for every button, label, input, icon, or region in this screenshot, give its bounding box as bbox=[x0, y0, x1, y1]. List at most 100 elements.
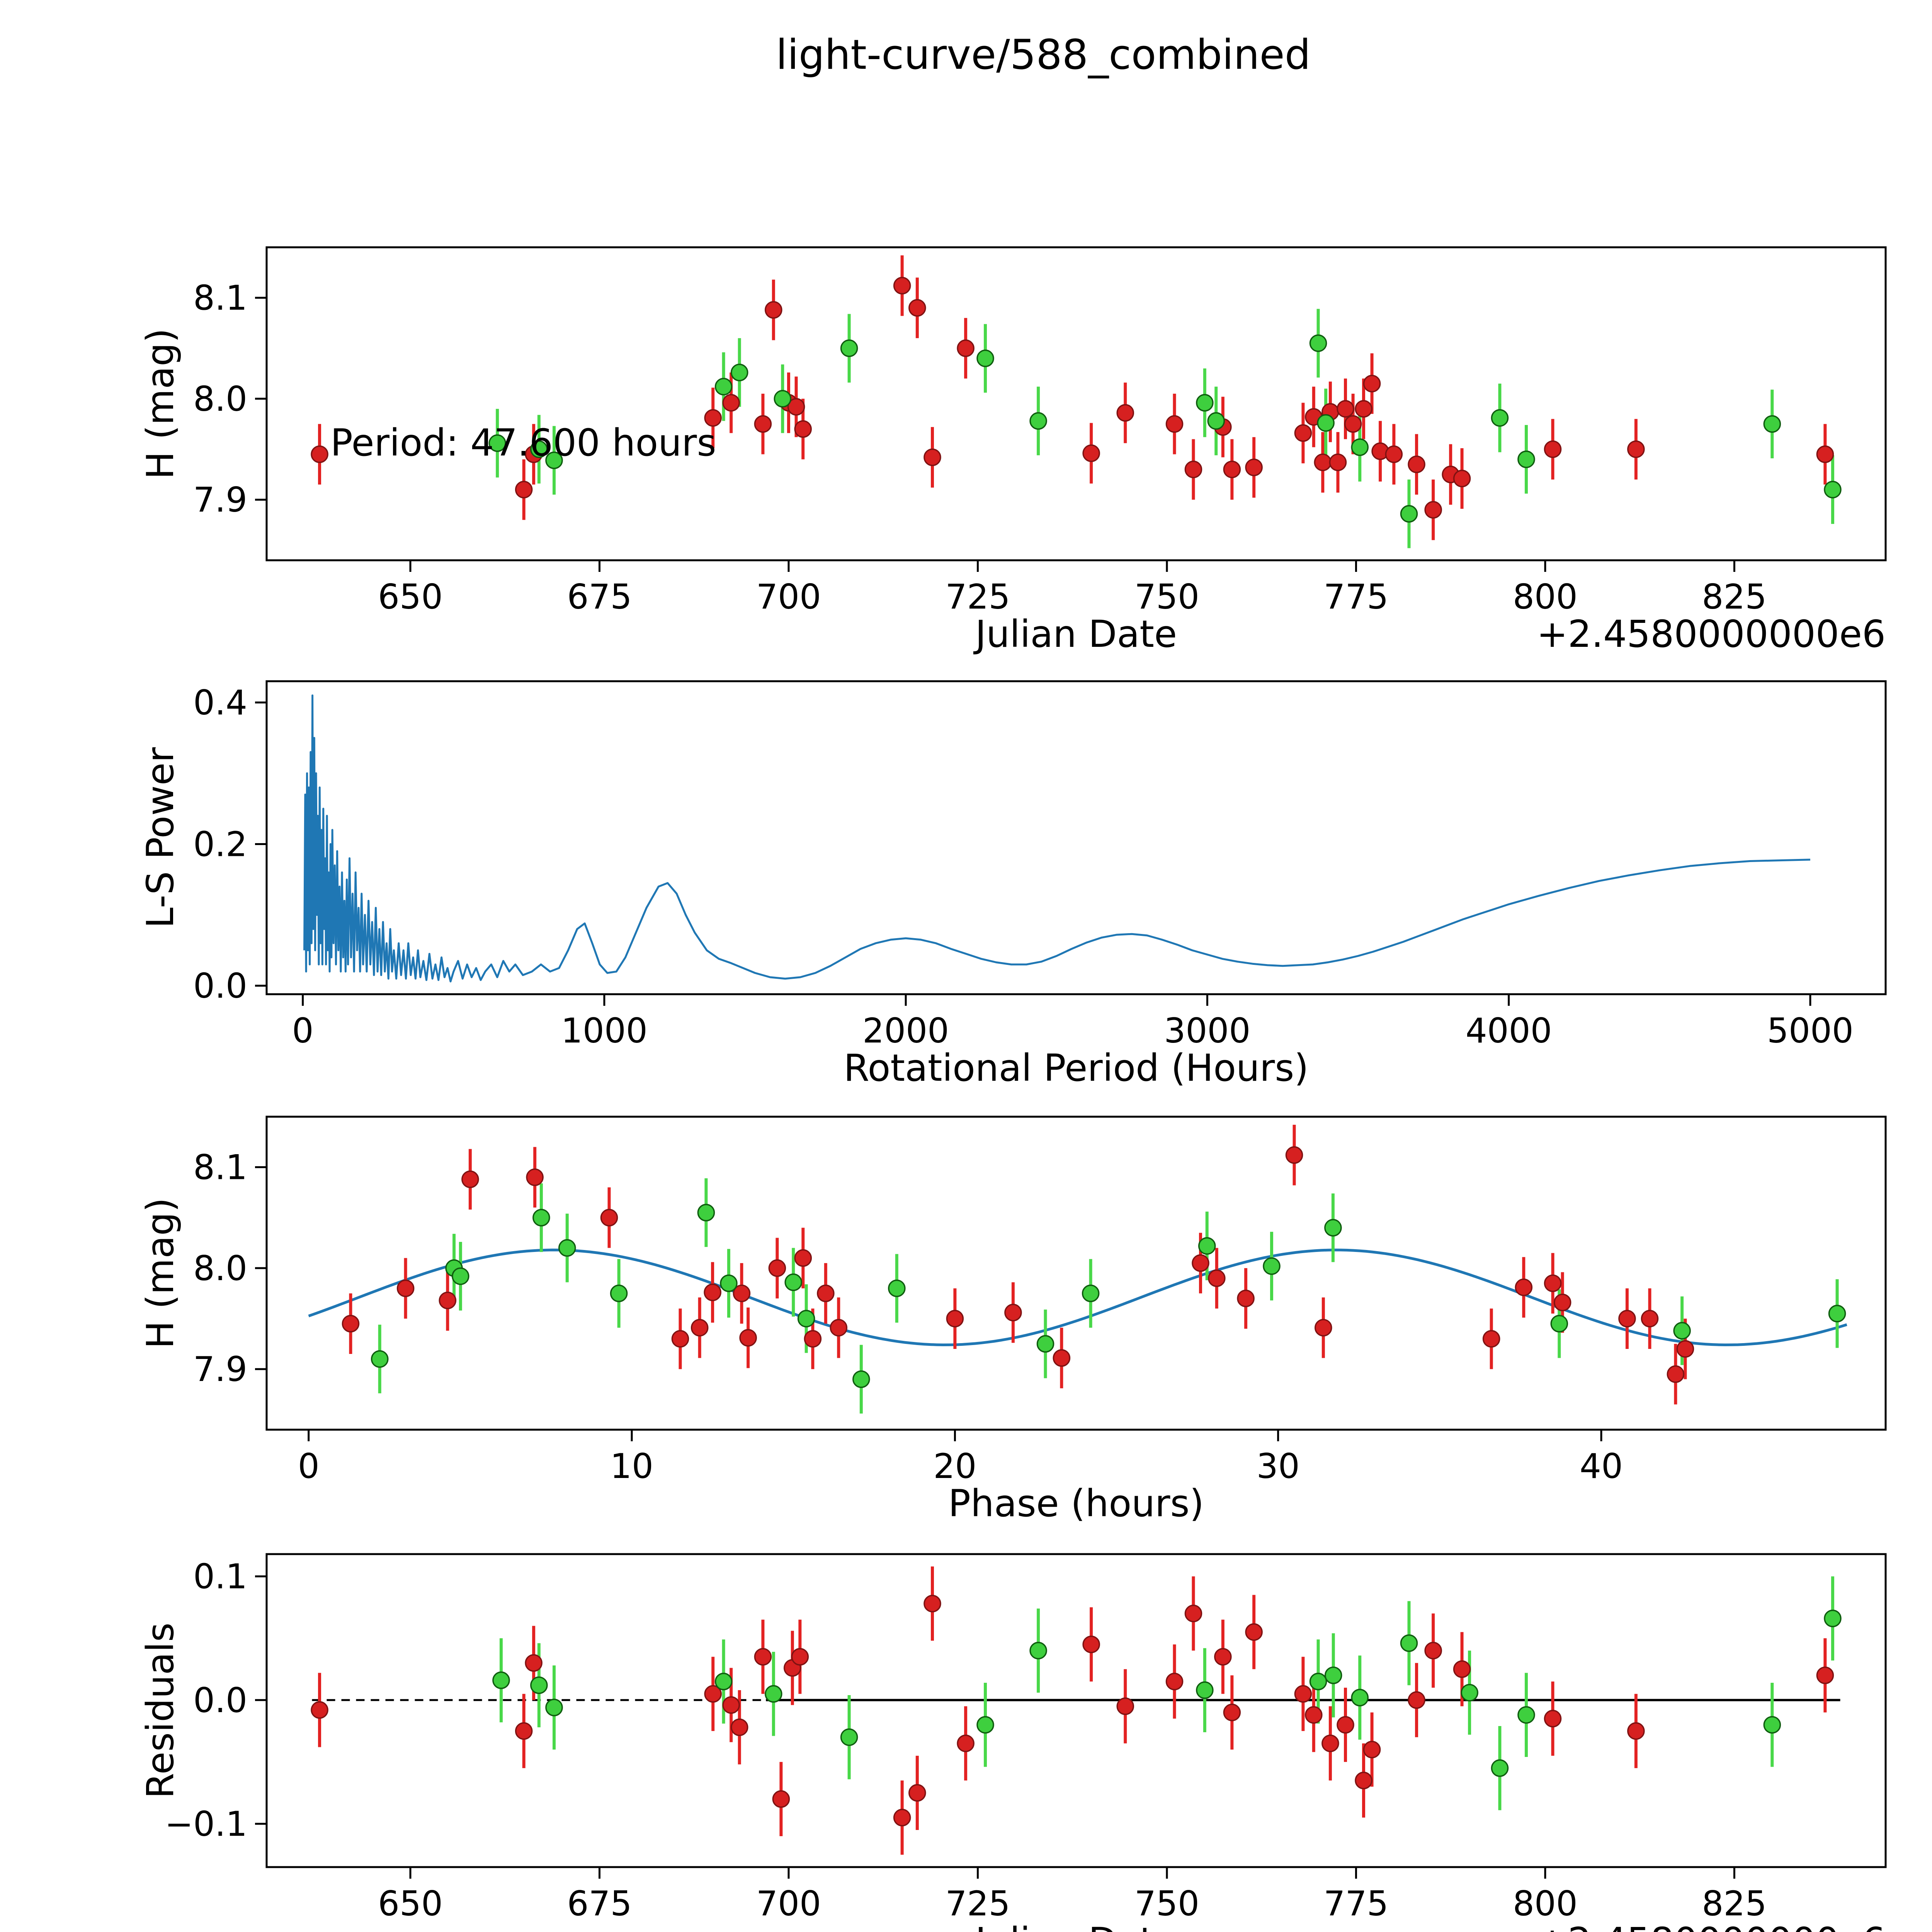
data-point-red bbox=[515, 481, 533, 498]
data-point-red bbox=[1515, 1278, 1533, 1296]
data-point-green bbox=[697, 1204, 715, 1221]
xlabel-residuals: Julian Date bbox=[975, 1920, 1177, 1932]
data-point-red bbox=[1315, 1319, 1332, 1337]
y-tick-label: 0.0 bbox=[193, 1680, 247, 1720]
ylabel-phase: H (mag) bbox=[139, 1197, 182, 1349]
data-point-green bbox=[1029, 412, 1047, 430]
data-point-red bbox=[1816, 1667, 1834, 1684]
data-point-red bbox=[791, 1648, 809, 1666]
data-point-red bbox=[1184, 461, 1202, 478]
data-point-green bbox=[1324, 1667, 1342, 1684]
period-annotation: Period: 47.600 hours bbox=[330, 421, 716, 464]
y-tick-label: 8.1 bbox=[193, 278, 247, 318]
x-tick-label: 825 bbox=[1702, 577, 1767, 617]
y-tick-label: 0.0 bbox=[193, 966, 247, 1006]
data-point-red bbox=[768, 1259, 786, 1277]
data-point-red bbox=[704, 409, 722, 427]
data-point-red bbox=[1363, 1741, 1381, 1759]
data-point-red bbox=[1192, 1254, 1209, 1272]
data-point-red bbox=[690, 1319, 709, 1337]
y-tick-label: 0.1 bbox=[193, 1557, 247, 1597]
data-point-green bbox=[532, 1209, 550, 1227]
data-point-red bbox=[908, 1784, 926, 1802]
data-point-red bbox=[730, 1718, 748, 1736]
data-point-green bbox=[720, 1274, 738, 1292]
x-tick-label: 700 bbox=[756, 1884, 821, 1923]
axes-frame bbox=[265, 680, 1887, 995]
data-point-red bbox=[1165, 415, 1184, 433]
ylabel-lightcurve: H (mag) bbox=[139, 328, 182, 480]
data-point-red bbox=[739, 1329, 757, 1347]
data-point-green bbox=[1207, 412, 1225, 430]
data-point-red bbox=[1184, 1604, 1202, 1622]
data-point-red bbox=[1053, 1349, 1071, 1367]
x-offset-residuals: +2.4580000000e6 bbox=[1537, 1920, 1886, 1932]
data-point-red bbox=[804, 1330, 822, 1348]
data-point-red bbox=[1553, 1294, 1571, 1311]
data-point-green bbox=[714, 1673, 733, 1690]
x-offset-lightcurve: +2.4580000000e6 bbox=[1537, 612, 1886, 656]
x-tick-label: 800 bbox=[1513, 1884, 1578, 1923]
x-tick-label: 5000 bbox=[1767, 1011, 1854, 1051]
data-point-red bbox=[1424, 501, 1442, 519]
data-point-green bbox=[1461, 1684, 1478, 1702]
data-point-green bbox=[1824, 1609, 1842, 1628]
x-tick-label: 750 bbox=[1134, 577, 1199, 617]
y-tick-label: 0.4 bbox=[193, 683, 247, 723]
data-point-green bbox=[1198, 1237, 1216, 1255]
x-tick-label: 10 bbox=[610, 1446, 653, 1486]
data-point-red bbox=[1641, 1310, 1659, 1328]
data-point-red bbox=[1355, 1772, 1372, 1789]
axes-frame bbox=[265, 1116, 1887, 1431]
data-point-red bbox=[1321, 1735, 1339, 1752]
ylabel-periodogram: L-S Power bbox=[139, 747, 182, 929]
axes-frame bbox=[265, 246, 1887, 561]
x-tick-label: 0 bbox=[292, 1011, 314, 1051]
data-point-red bbox=[1208, 1269, 1226, 1287]
data-point-green bbox=[765, 1685, 782, 1703]
x-tick-label: 725 bbox=[945, 1884, 1010, 1923]
data-point-red bbox=[1294, 1685, 1312, 1703]
panel-phase-fold: 0 10 20 30 40 7.9 8.0 8.1 bbox=[193, 1116, 1887, 1486]
data-point-green bbox=[1673, 1322, 1691, 1340]
x-tick-label: 700 bbox=[756, 577, 821, 617]
data-point-red bbox=[311, 1701, 328, 1719]
y-tick-label: 8.1 bbox=[193, 1148, 247, 1187]
data-point-red bbox=[1618, 1310, 1636, 1328]
data-point-red bbox=[396, 1279, 415, 1297]
data-point-green bbox=[1517, 1706, 1535, 1724]
x-tick-label: 675 bbox=[567, 577, 632, 617]
data-point-green bbox=[714, 378, 733, 396]
data-point-green bbox=[784, 1273, 802, 1291]
data-point-red bbox=[1355, 400, 1372, 418]
data-point-red bbox=[600, 1209, 618, 1227]
panel-residuals: 650 675 700 725 750 775 800 825 −0.1 0.0 0.1 bbox=[165, 1553, 1887, 1923]
data-point-green bbox=[1324, 1219, 1342, 1237]
data-point-red bbox=[1337, 1716, 1354, 1734]
data-point-red bbox=[1285, 1146, 1303, 1164]
data-point-red bbox=[1329, 453, 1347, 471]
data-point-green bbox=[488, 434, 506, 452]
data-point-green bbox=[452, 1267, 469, 1285]
data-point-green bbox=[976, 349, 994, 367]
data-point-red bbox=[1214, 1648, 1232, 1666]
data-point-red bbox=[1816, 445, 1834, 463]
data-point-red bbox=[1408, 1691, 1425, 1709]
data-point-red bbox=[526, 1168, 544, 1186]
data-point-green bbox=[530, 440, 548, 458]
data-point-green bbox=[888, 1279, 906, 1297]
figure-title: light-curve/588_combined bbox=[776, 31, 1311, 78]
panel-periodogram: 0 1000 2000 3000 4000 5000 0.0 0.2 0.4 bbox=[193, 680, 1887, 1051]
data-point-red bbox=[1544, 1710, 1562, 1728]
data-point-red bbox=[671, 1330, 689, 1348]
data-point-red bbox=[957, 339, 975, 357]
data-point-red bbox=[722, 394, 740, 412]
data-point-red bbox=[1245, 458, 1263, 476]
data-point-green bbox=[1082, 1284, 1100, 1303]
data-point-red bbox=[817, 1284, 835, 1303]
data-point-green bbox=[530, 1676, 548, 1694]
data-point-red bbox=[1667, 1365, 1685, 1383]
data-point-red bbox=[772, 1790, 790, 1808]
data-point-green bbox=[1517, 450, 1535, 468]
data-point-red bbox=[1544, 1274, 1562, 1292]
